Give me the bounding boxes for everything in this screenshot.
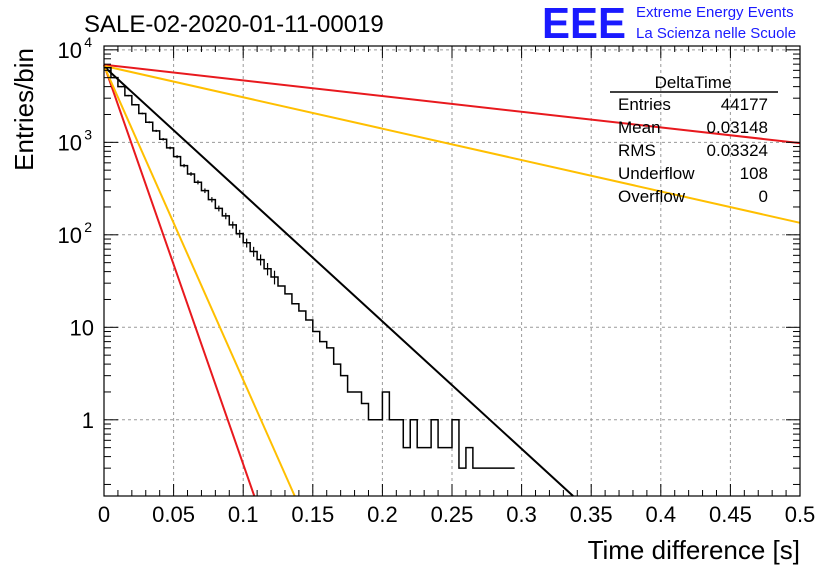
x-tick-label: 0.1 bbox=[228, 502, 259, 527]
stats-value: 0.03324 bbox=[707, 141, 768, 160]
y-tick-exponent: 2 bbox=[84, 219, 92, 235]
eee-logo-text: EEE bbox=[542, 0, 626, 48]
stats-label: Overflow bbox=[618, 187, 686, 206]
x-tick-label: 0.25 bbox=[431, 502, 474, 527]
x-tick-label: 0 bbox=[98, 502, 110, 527]
axis-ticks: 0 0.05 0.1 0.15 0.2 0.25 0.3 0.35 0.4 0.45 0.5 1 10 1… bbox=[58, 34, 816, 527]
x-tick-label: 0.4 bbox=[646, 502, 677, 527]
stats-box: DeltaTime Entries 44177 Mean 0.03148 RMS… bbox=[610, 73, 778, 206]
stats-label: RMS bbox=[618, 141, 656, 160]
x-tick-label: 0.05 bbox=[152, 502, 195, 527]
logo-line1: Extreme Energy Events bbox=[636, 4, 794, 21]
fit-curve bbox=[103, 64, 256, 497]
stats-value: 44177 bbox=[721, 95, 768, 114]
y-tick-label: 1 bbox=[82, 408, 94, 433]
stats-value: 108 bbox=[740, 164, 768, 183]
logo-line2: La Scienza nelle Scuole bbox=[636, 25, 796, 42]
y-tick-label: 10 bbox=[70, 315, 94, 340]
stats-value: 0.03148 bbox=[707, 118, 768, 137]
fit-curve bbox=[103, 65, 574, 497]
x-axis-label: Time difference [s] bbox=[588, 535, 800, 565]
x-tick-label: 0.15 bbox=[291, 502, 334, 527]
histogram-line bbox=[104, 67, 515, 469]
fit-curves bbox=[103, 63, 801, 497]
fit-curve bbox=[103, 65, 296, 497]
histogram bbox=[104, 67, 515, 469]
x-tick-label: 0.3 bbox=[506, 502, 537, 527]
y-tick-label: 10 bbox=[58, 130, 82, 155]
y-tick-label: 10 bbox=[58, 223, 82, 248]
x-tick-label: 0.35 bbox=[570, 502, 613, 527]
fit-curve bbox=[103, 64, 801, 224]
y-tick-exponent: 3 bbox=[84, 126, 92, 142]
stats-label: Entries bbox=[618, 95, 671, 114]
stats-value: 0 bbox=[759, 187, 768, 206]
y-tick-exponent: 4 bbox=[84, 34, 92, 50]
stats-label: Mean bbox=[618, 118, 661, 137]
y-axis-label: Entries/bin bbox=[9, 48, 39, 171]
stats-label: Underflow bbox=[618, 164, 695, 183]
chart-title: SALE-02-2020-01-11-00019 bbox=[84, 11, 384, 38]
y-tick-label: 10 bbox=[58, 38, 82, 63]
fit-curve bbox=[103, 63, 801, 145]
x-tick-label: 0.45 bbox=[709, 502, 752, 527]
stats-box-title: DeltaTime bbox=[655, 73, 732, 92]
x-tick-label: 0.2 bbox=[367, 502, 398, 527]
x-tick-label: 0.5 bbox=[785, 502, 816, 527]
eee-logo: EEE Extreme Energy Events La Scienza nel… bbox=[542, 0, 796, 48]
